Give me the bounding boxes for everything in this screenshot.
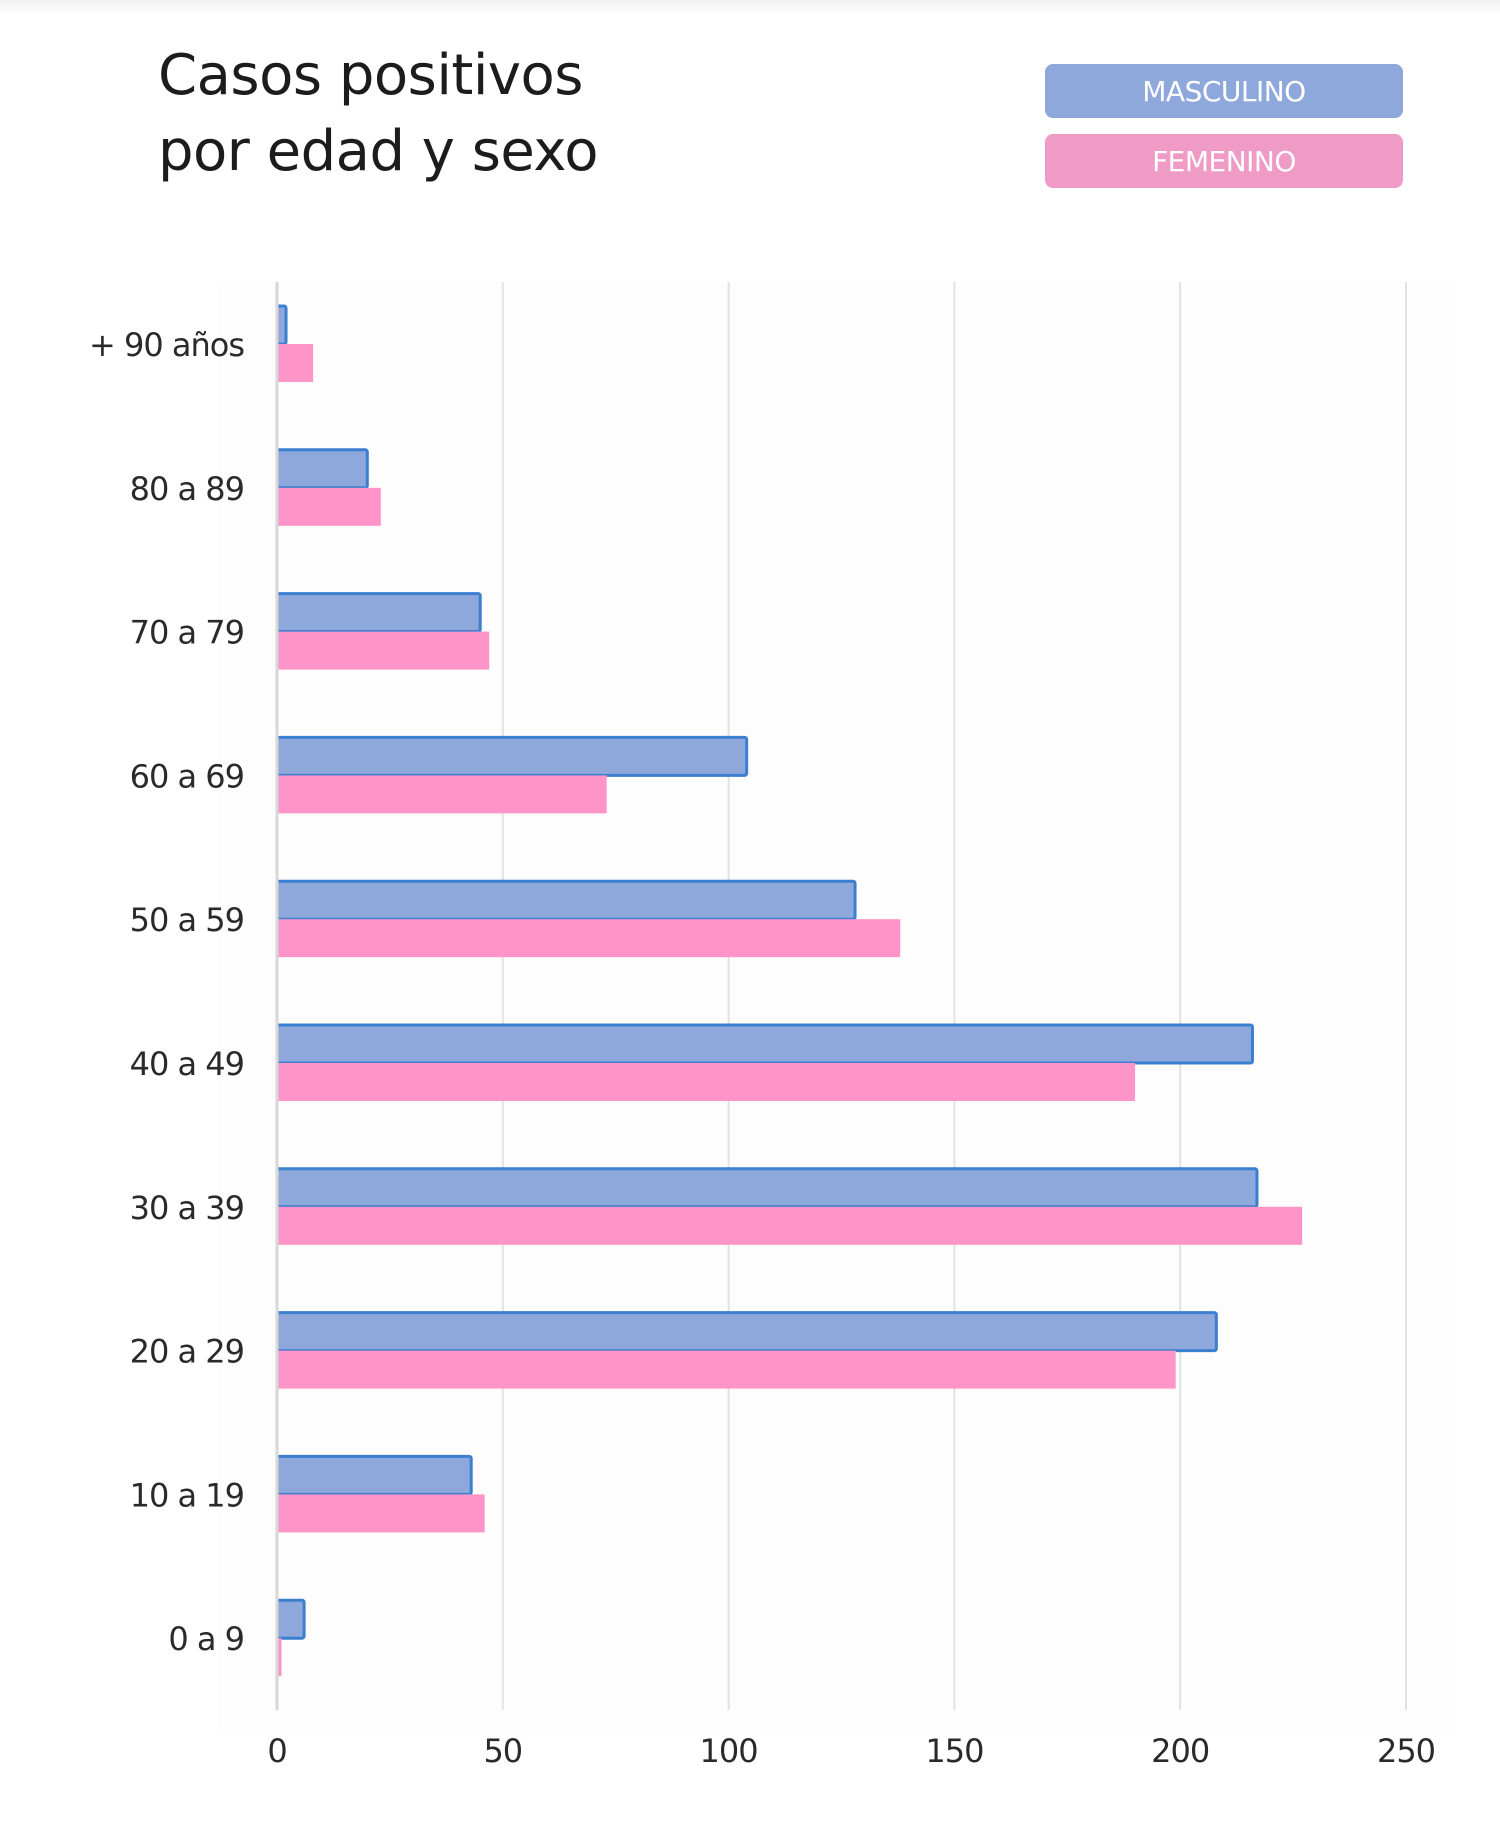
chart-title-line-2: por edad y sexo <box>158 119 599 184</box>
bar-masculino <box>275 448 369 490</box>
y-category-label: 50 a 59 <box>130 901 244 939</box>
bar-masculino <box>275 1167 1259 1209</box>
bar-masculino <box>275 879 857 921</box>
legend-label-masculino: MASCULINO <box>1142 74 1306 108</box>
top-edge <box>0 0 1500 14</box>
legend-item-femenino[interactable]: FEMENINO <box>1045 134 1403 188</box>
x-tick-label-100: 100 <box>700 1732 758 1770</box>
bar-femenino <box>277 1494 485 1533</box>
bar-femenino <box>277 631 490 670</box>
y-category-label: 30 a 39 <box>130 1189 244 1227</box>
bar-masculino <box>275 735 749 777</box>
bar-masculino <box>275 592 482 634</box>
legend: MASCULINO FEMENINO <box>1045 64 1403 204</box>
legend-label-femenino: FEMENINO <box>1152 144 1296 178</box>
bar-femenino <box>277 1206 1303 1245</box>
x-tick-label-250: 250 <box>1377 1732 1435 1770</box>
bar-femenino <box>277 1350 1176 1389</box>
x-tick-label-50: 50 <box>483 1732 522 1770</box>
bar-masculino <box>275 1311 1218 1353</box>
bar-masculino <box>275 1454 473 1496</box>
x-tick-label-0: 0 <box>267 1732 286 1770</box>
y-category-label: 20 a 29 <box>130 1333 244 1371</box>
bar-femenino <box>277 775 607 814</box>
bar-masculino <box>275 1023 1254 1065</box>
chart-title-line-1: Casos positivos <box>158 43 583 108</box>
y-category-label: + 90 años <box>89 326 244 364</box>
x-tick-label-200: 200 <box>1151 1732 1209 1770</box>
y-category-label: 70 a 79 <box>130 614 244 652</box>
legend-item-masculino[interactable]: MASCULINO <box>1045 64 1403 118</box>
bar-femenino <box>277 344 314 382</box>
bar-femenino <box>277 1638 282 1677</box>
bar-femenino <box>277 1063 1136 1101</box>
bar-femenino <box>277 487 381 526</box>
chart-title: Casos positivos por edad y sexo <box>158 38 599 190</box>
bar-femenino <box>277 919 901 958</box>
x-tick-label-150: 150 <box>925 1732 983 1770</box>
y-category-label: 10 a 19 <box>130 1476 244 1514</box>
y-category-label: 40 a 49 <box>130 1045 244 1083</box>
y-category-label: 0 a 9 <box>168 1620 244 1658</box>
y-category-label: 60 a 69 <box>130 757 244 795</box>
bar-masculino <box>275 1598 306 1640</box>
y-category-label: 80 a 89 <box>130 470 244 508</box>
